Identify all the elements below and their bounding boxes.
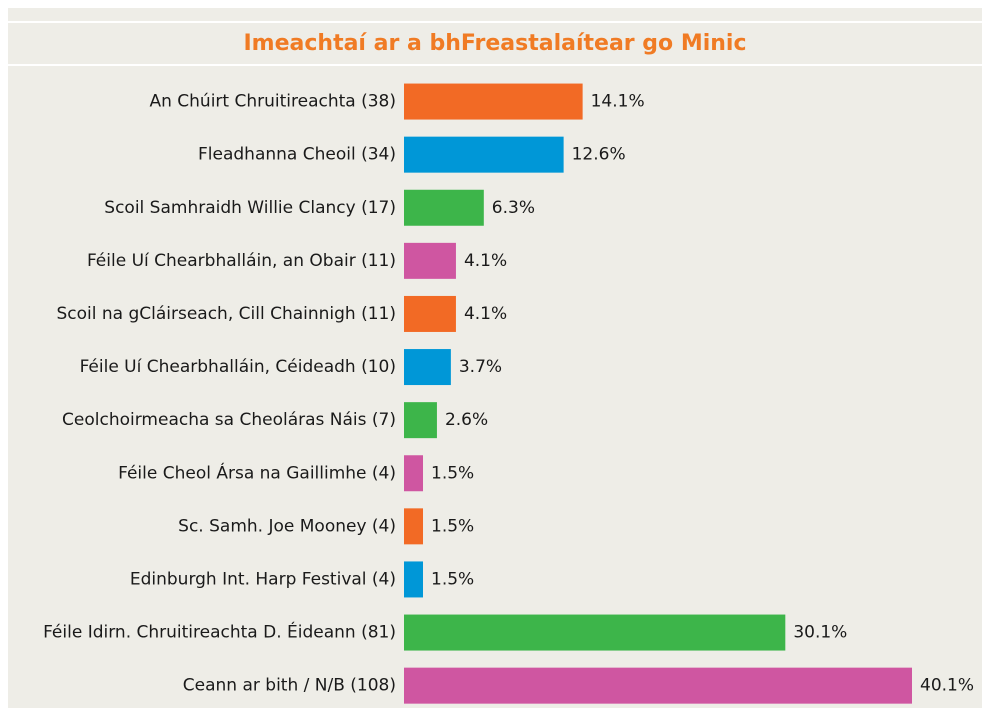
value-label: 14.1% [591, 92, 645, 112]
value-label: 4.1% [464, 304, 507, 324]
bar [404, 667, 912, 704]
category-label: Scoil na gCláirseach, Cill Chainnigh (11… [56, 304, 396, 324]
bar [404, 402, 437, 439]
value-label: 40.1% [920, 676, 974, 696]
chart-background [8, 8, 982, 708]
value-label: 3.7% [459, 357, 502, 377]
category-label: An Chúirt Chruitireachta (38) [149, 92, 396, 112]
category-label: Féile Cheol Ársa na Gaillimhe (4) [118, 461, 396, 483]
value-label: 4.1% [464, 251, 507, 271]
bar [404, 455, 424, 492]
value-label: 12.6% [572, 145, 626, 165]
bar [404, 349, 451, 386]
bar [404, 295, 456, 332]
value-label: 2.6% [445, 410, 488, 430]
bar [404, 614, 786, 651]
value-label: 30.1% [793, 623, 847, 643]
bar [404, 136, 564, 173]
value-label: 6.3% [492, 198, 535, 218]
category-label: Féile Uí Chearbhalláin, an Obair (11) [87, 251, 396, 271]
bar [404, 83, 583, 120]
value-label: 1.5% [431, 516, 474, 536]
bar [404, 508, 424, 545]
category-label: Ceolchoirmeacha sa Cheoláras Náis (7) [62, 410, 396, 430]
bar [404, 242, 456, 279]
category-label: Scoil Samhraidh Willie Clancy (17) [104, 198, 396, 218]
bar [404, 561, 424, 598]
category-label: Féile Uí Chearbhalláin, Céideadh (10) [80, 357, 396, 377]
chart-title: Imeachtaí ar a bhFreastalaítear go Minic [243, 31, 746, 56]
category-label: Fleadhanna Cheoil (34) [198, 145, 396, 165]
category-label: Féile Idirn. Chruitireachta D. Éideann (… [43, 621, 396, 643]
category-label: Sc. Samh. Joe Mooney (4) [178, 516, 396, 536]
bar [404, 189, 484, 226]
category-label: Edinburgh Int. Harp Festival (4) [130, 569, 396, 589]
value-label: 1.5% [431, 569, 474, 589]
value-label: 1.5% [431, 463, 474, 483]
category-label: Ceann ar bith / N/B (108) [183, 676, 396, 696]
